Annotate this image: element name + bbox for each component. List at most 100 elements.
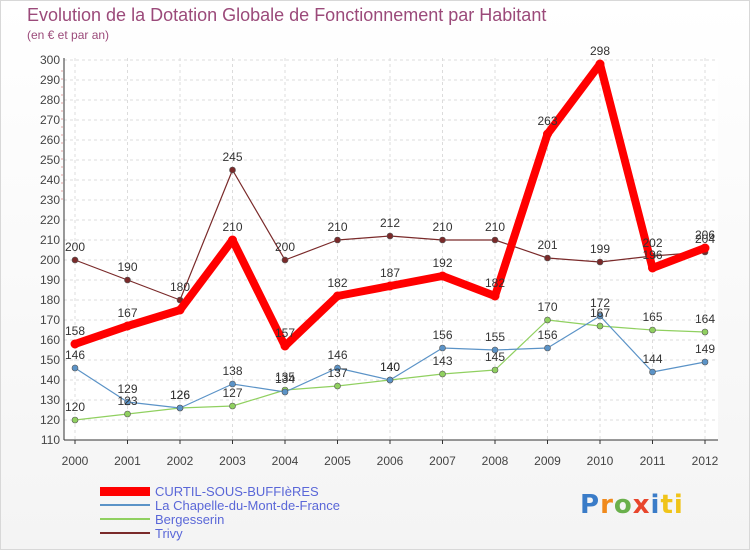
data-point-curtil-sous-buffi-res (280, 341, 290, 351)
data-point-curtil-sous-buffi-res (123, 321, 132, 331)
legend-item-la-chapelle: La Chapelle-du-Mont-de-France (100, 497, 340, 513)
data-point-la-chapelle-du-mont-de-france (386, 376, 394, 384)
y-tick-label: 150 (40, 353, 60, 367)
data-label-trivy: 210 (485, 220, 505, 234)
x-tick-label: 2009 (534, 454, 561, 468)
data-point-bergesserin (334, 382, 341, 390)
data-label-trivy: 202 (642, 236, 662, 250)
x-tick-label: 2001 (114, 454, 141, 468)
data-point-bergesserin (596, 322, 604, 330)
data-label-la-chapelle-du-mont-de-france: 156 (537, 328, 557, 342)
y-tick-label: 260 (40, 133, 60, 147)
data-label-bergesserin: 167 (590, 306, 610, 320)
data-label-curtil-sous-buffi-res: 298 (590, 44, 610, 58)
data-point-bergesserin (71, 416, 79, 424)
data-point-trivy (439, 236, 446, 244)
y-tick-label: 120 (40, 413, 60, 427)
data-label-la-chapelle-du-mont-de-france: 146 (65, 348, 85, 362)
x-tick-label: 2011 (640, 454, 666, 468)
data-label-la-chapelle-du-mont-de-france: 172 (590, 296, 610, 310)
data-point-curtil-sous-buffi-res (700, 243, 710, 253)
data-point-la-chapelle-du-mont-de-france (229, 380, 236, 388)
data-label-la-chapelle-du-mont-de-france: 138 (222, 364, 242, 378)
data-label-bergesserin: 135 (275, 370, 295, 384)
x-tick-label: 2010 (587, 454, 614, 468)
x-tick-label: 2003 (219, 454, 246, 468)
data-label-curtil-sous-buffi-res: 210 (222, 220, 242, 234)
y-tick-label: 250 (40, 153, 60, 167)
x-tick-label: 2008 (482, 454, 509, 468)
legend: CURTIL-SOUS-BUFFIèRES La Chapelle-du-Mon… (100, 483, 340, 541)
data-point-trivy (491, 236, 499, 244)
data-label-curtil-sous-buffi-res: 192 (432, 256, 452, 270)
data-point-la-chapelle-du-mont-de-france (439, 344, 446, 352)
data-label-curtil-sous-buffi-res: 182 (327, 276, 347, 290)
data-label-bergesserin: 120 (65, 400, 85, 414)
data-label-curtil-sous-buffi-res: 182 (485, 276, 505, 290)
y-tick-label: 280 (40, 93, 60, 107)
legend-label-la-chapelle: La Chapelle-du-Mont-de-France (155, 497, 340, 513)
legend-label-trivy: Trivy (155, 525, 183, 541)
legend-item-bergesserin: Bergesserin (100, 512, 340, 527)
data-point-la-chapelle-du-mont-de-france (701, 358, 709, 366)
legend-label-curtil: CURTIL-SOUS-BUFFIèRES (155, 483, 319, 499)
data-point-curtil-sous-buffi-res (490, 291, 500, 301)
data-point-la-chapelle-du-mont-de-france (124, 398, 131, 406)
proxiti-logo: Proxiti (580, 490, 684, 520)
data-point-curtil-sous-buffi-res (385, 281, 395, 291)
data-label-trivy: 180 (170, 280, 190, 294)
data-label-la-chapelle-du-mont-de-france: 146 (327, 348, 347, 362)
logo-letter: o (613, 490, 633, 520)
logo-letter: x (632, 490, 651, 520)
data-point-trivy (386, 232, 394, 240)
data-point-trivy (281, 256, 289, 264)
data-label-curtil-sous-buffi-res: 196 (642, 248, 662, 262)
data-label-la-chapelle-du-mont-de-france: 149 (695, 342, 715, 356)
data-point-trivy (229, 166, 236, 174)
data-point-bergesserin (649, 326, 656, 334)
data-label-trivy: 199 (590, 242, 610, 256)
data-point-trivy (124, 276, 131, 284)
x-tick-label: 2007 (429, 454, 456, 468)
data-label-curtil-sous-buffi-res: 206 (695, 228, 715, 242)
data-label-curtil-sous-buffi-res: 187 (380, 266, 400, 280)
data-point-curtil-sous-buffi-res (70, 339, 80, 349)
data-label-la-chapelle-du-mont-de-france: 140 (380, 360, 400, 374)
data-label-bergesserin: 137 (327, 366, 347, 380)
logo-letter: r (600, 490, 614, 520)
data-point-trivy (334, 236, 341, 244)
data-label-curtil-sous-buffi-res: 167 (117, 306, 137, 320)
y-tick-label: 110 (41, 433, 60, 447)
data-point-curtil-sous-buffi-res (595, 59, 605, 69)
legend-swatch-la-chapelle (100, 504, 150, 506)
data-point-curtil-sous-buffi-res (648, 263, 657, 273)
x-tick-label: 2012 (692, 454, 719, 468)
plot-area (64, 58, 718, 440)
data-label-trivy: 200 (275, 240, 295, 254)
data-label-la-chapelle-du-mont-de-france: 144 (642, 352, 662, 366)
y-tick-label: 140 (40, 373, 60, 387)
data-point-la-chapelle-du-mont-de-france (334, 364, 341, 372)
data-label-trivy: 245 (222, 150, 242, 164)
data-label-curtil-sous-buffi-res: 158 (65, 324, 85, 338)
data-point-trivy (596, 258, 604, 266)
legend-swatch-curtil (100, 486, 150, 496)
data-point-bergesserin (544, 316, 551, 324)
y-tick-label: 270 (40, 113, 60, 127)
data-label-curtil-sous-buffi-res: 263 (537, 114, 557, 128)
y-tick-label: 170 (40, 313, 60, 327)
data-label-trivy: 201 (537, 238, 557, 252)
logo-letter: i (650, 490, 661, 520)
data-label-bergesserin: 164 (695, 312, 715, 326)
data-label-trivy: 210 (432, 220, 452, 234)
data-point-bergesserin (229, 402, 236, 410)
data-label-bergesserin: 123 (117, 394, 137, 408)
data-point-bergesserin (439, 370, 446, 378)
data-label-trivy: 190 (117, 260, 137, 274)
y-tick-label: 290 (40, 73, 60, 87)
data-label-la-chapelle-du-mont-de-france: 156 (432, 328, 452, 342)
logo-letter: P (580, 490, 601, 520)
data-label-bergesserin: 140 (380, 360, 400, 374)
legend-item-trivy: Trivy (100, 525, 340, 541)
